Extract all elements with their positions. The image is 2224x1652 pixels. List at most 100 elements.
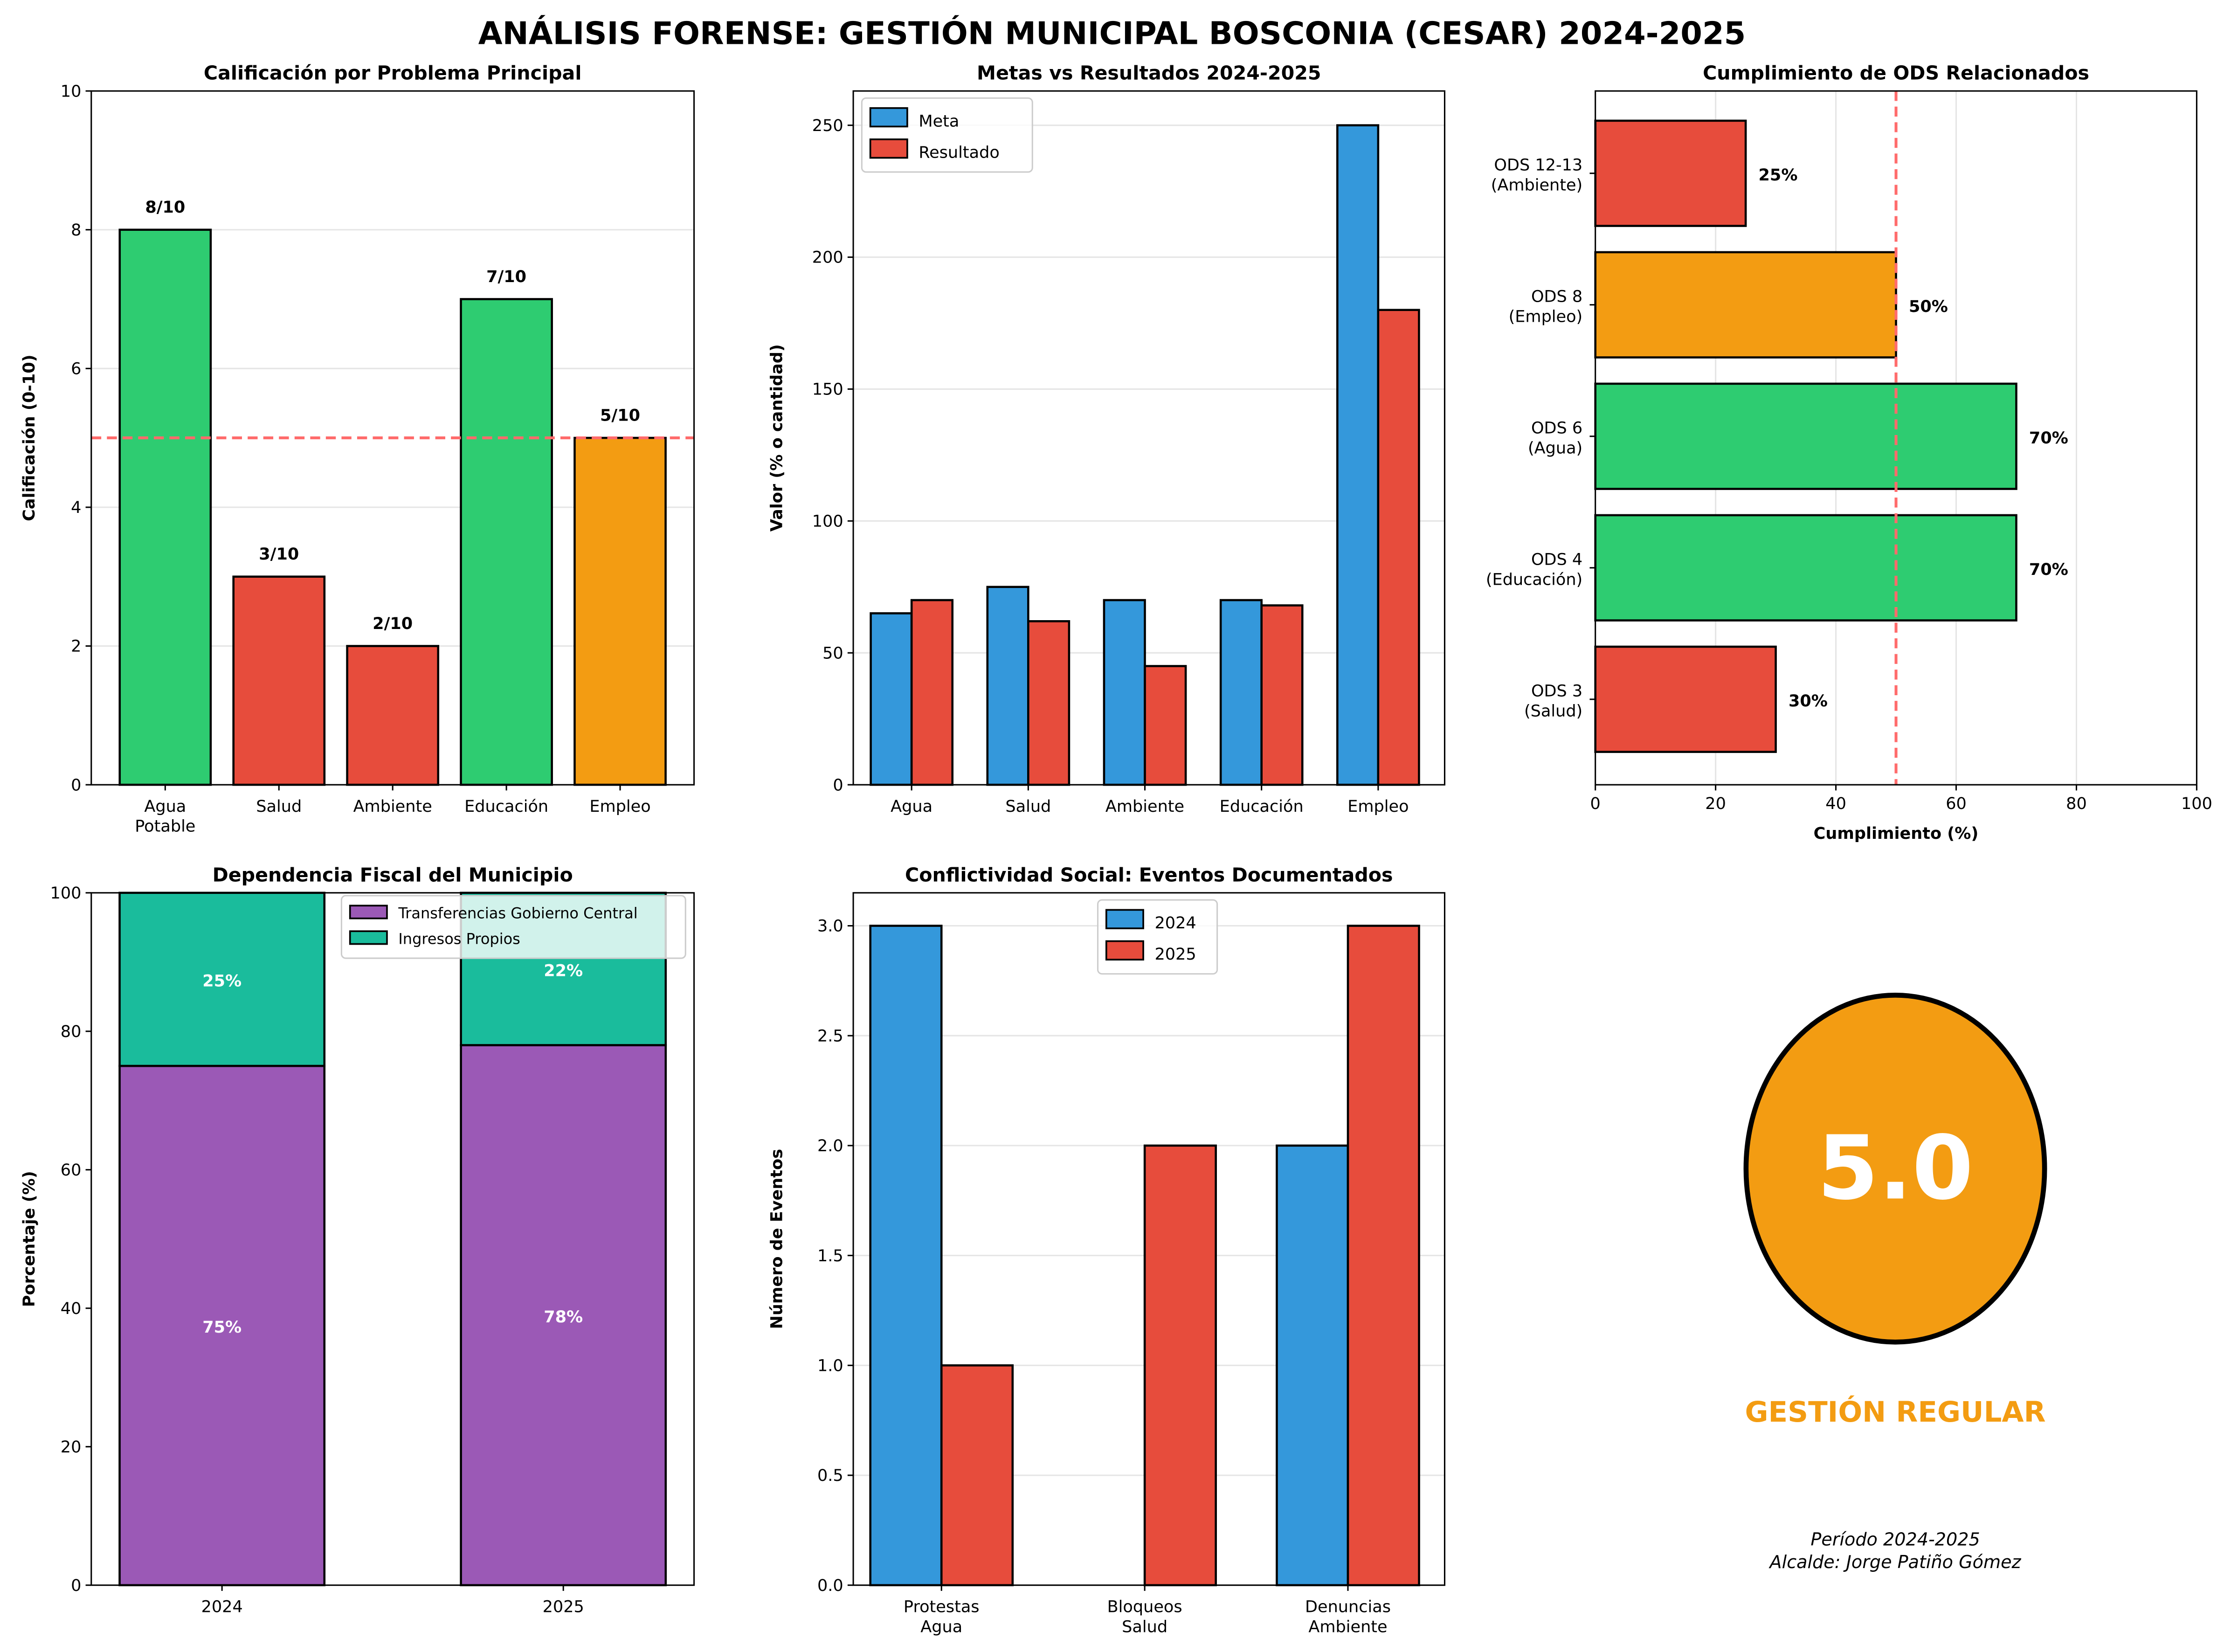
x-tick-label: Denuncias Ambiente [1305,1597,1391,1637]
legend-label: 2025 [1154,945,1196,964]
data-label: 25% [1759,166,1798,185]
bar-meta [1219,599,1263,786]
legend-label: Transferencias Gobierno Central [398,905,637,922]
bar-resultado [1260,604,1304,786]
axes-frame [90,90,695,786]
x-tick-label: 80 [2066,794,2087,813]
bar-transferencias-gobierno-central [460,1044,667,1586]
y-tick-label: 250 [812,116,843,135]
chart-title: Calificación por Problema Principal [204,62,582,84]
bar-transferencias-gobierno-central [118,1064,326,1586]
x-axis-label: Cumplimiento (%) [1814,824,1979,843]
y-tick-label: 150 [812,380,843,399]
y-tick-label: 1.0 [817,1356,843,1375]
y-tick-label: 80 [61,1022,82,1041]
data-label: 25% [202,972,242,991]
y-axis-label: Valor (% o cantidad) [767,344,787,532]
bar-ingresos-propios [118,892,326,1067]
score-value: 5.0 [1817,1117,1974,1219]
bar-2025 [1143,1144,1217,1586]
bar [346,645,440,786]
x-tick-label: Salud [1005,797,1051,816]
x-tick-label: Agua [891,797,932,816]
x-tick-label: 2024 [201,1597,243,1617]
legend-swatch [1105,909,1144,929]
x-tick-label: 40 [1825,794,1846,813]
data-label: 22% [544,961,583,980]
bar-meta [1336,124,1380,786]
figure-title: ANÁLISIS FORENSE: GESTIÓN MUNICIPAL BOSC… [478,15,1746,52]
score-period: Período 2024-2025 [1810,1529,1980,1549]
bar-resultado [910,599,954,786]
bar-2024 [1276,1144,1349,1586]
data-label: 75% [202,1318,242,1337]
score-label: GESTIÓN REGULAR [1745,1396,2045,1429]
panel-ods: 0 20 40 60 80 100 ODS 3 (Salud) ODS 4 (Educación)… [1486,62,2212,843]
bar-resultado [1027,620,1071,786]
legend-box [340,895,686,959]
score-mayor: Alcalde: Jorge Patiño Gómez [1768,1552,2022,1572]
bar [573,436,667,786]
x-tick-label: Ambiente [353,797,432,816]
y-tick-label: 100 [50,884,82,903]
data-label: 5/10 [600,406,640,425]
legend-swatch [869,138,908,159]
y-tick-label: 2.5 [817,1026,843,1045]
x-tick-label: Protestas Agua [904,1597,980,1637]
data-label: 70% [2029,560,2068,579]
panel-metas-resultados: 0 50 100 150 200 250 Agua Salud Ambiente Educació… [767,62,1446,816]
y-tick-label: 50 [822,643,843,663]
y-tick-label: 0 [833,775,843,795]
x-tick-label: 2025 [543,1597,584,1617]
axes-frame [90,892,695,1586]
chart-title: Conflictividad Social: Eventos Documenta… [905,864,1393,886]
data-label: 50% [1909,297,1948,316]
axes-frame [852,90,1446,786]
score-circle [1743,993,2047,1345]
x-tick-label: Bloqueos Salud [1107,1597,1182,1637]
bar [1594,514,2017,622]
bar [1594,645,1777,753]
bar-resultado [1377,309,1420,786]
data-label: 78% [544,1307,583,1327]
data-label: 2/10 [373,614,413,633]
legend-label: 2024 [1154,913,1196,933]
panel-score: 5.0 GESTIÓN REGULAR Período 2024-2025 Al… [1743,993,2047,1572]
y-tick-label: 0.5 [817,1466,843,1485]
y-tick-label: 6 [71,359,81,379]
panel-dependencia-fiscal: 0 20 40 60 80 100 2024 2025 75% 78% 25% 22% Dependen… [20,864,695,1617]
x-tick-label: Agua Potable [135,797,195,836]
y-axis-label: Número de Eventos [767,1149,787,1329]
x-tick-label: 20 [1705,794,1726,813]
y-axis-label: Calificación (0-10) [20,354,39,521]
bar-resultado [1144,665,1187,786]
x-tick-label: 0 [1590,794,1601,813]
data-label: 8/10 [145,198,185,217]
bar [1594,251,1897,359]
y-tick-label: 0 [71,775,81,795]
chart-title: Cumplimiento de ODS Relacionados [1703,62,2089,84]
y-tick-label: 2.0 [817,1136,843,1155]
y-tick-label: 10 [61,82,82,101]
y-tick-label: 60 [61,1161,82,1180]
bar-meta [870,612,913,786]
axes-frame [852,892,1446,1586]
legend-label: Resultado [919,143,999,162]
x-tick-label: Educación [464,797,548,816]
y-tick-label: ODS 4 (Educación) [1486,550,1582,589]
bar-2025 [940,1364,1014,1586]
x-tick-label: Empleo [1347,797,1409,816]
legend-swatch [349,905,388,919]
bar-2024 [869,925,943,1586]
data-label: 70% [2029,429,2068,448]
y-tick-label: 20 [61,1438,82,1457]
y-tick-label: ODS 8 (Empleo) [1509,287,1583,326]
x-tick-label: Educación [1220,797,1304,816]
y-tick-label: 200 [812,248,843,267]
y-tick-label: ODS 6 (Agua) [1528,419,1582,458]
x-tick-label: 100 [2181,794,2212,813]
data-label: 7/10 [486,267,526,286]
x-tick-label: 60 [1946,794,1967,813]
axes-frame [1595,90,2197,786]
y-axis-label: Porcentaje (%) [20,1171,39,1307]
